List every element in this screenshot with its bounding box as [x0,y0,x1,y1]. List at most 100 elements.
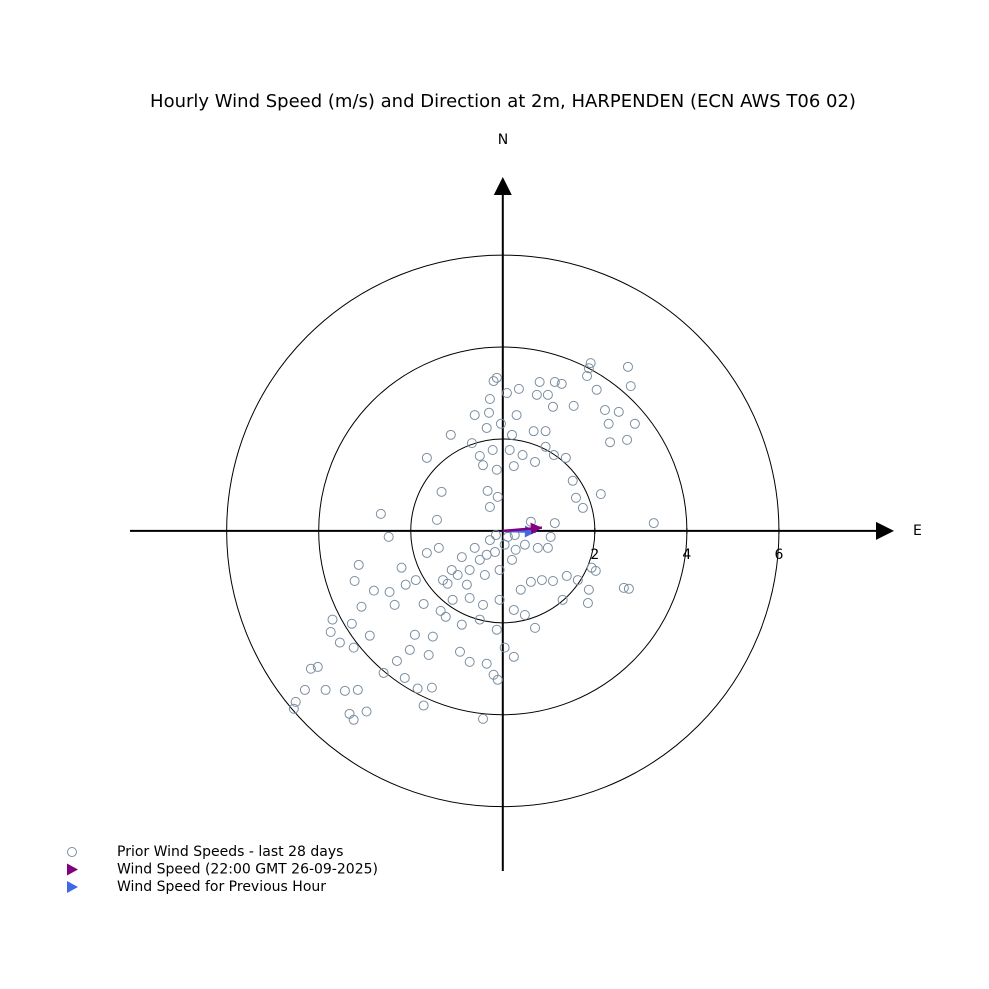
wind-point [490,530,501,541]
wind-point [305,663,316,674]
wind-point [534,376,545,387]
wind-point [568,400,579,411]
wind-point [431,514,442,525]
wind-point [290,696,301,707]
wind-point [339,685,350,696]
wind-point [507,554,517,565]
wind-point [599,405,610,416]
chart-title: Hourly Wind Speed (m/s) and Direction at… [150,91,856,112]
wind-point [508,604,519,615]
wind-point [418,598,429,609]
x-tick-label: 6 [774,547,783,563]
wind-point [446,564,457,575]
wind-point [542,389,553,400]
wind-point [427,631,438,642]
x-axis-arrow [876,521,894,540]
wind-point [531,389,542,400]
wind-point [481,549,492,560]
wind-point [547,575,558,586]
wind-point [478,460,489,471]
wind-point [404,644,415,655]
legend-marker [67,881,78,893]
wind-point [536,575,547,586]
wind-point [492,674,503,685]
wind-point [484,535,495,546]
wind-point [383,531,394,542]
legend-marker [67,847,77,857]
wind-point [548,450,559,461]
wind-point [299,684,310,695]
wind-point [488,376,499,387]
legend-label: Wind Speed (22:00 GMT 26-09-2025) [117,862,378,878]
wind-point [618,582,629,593]
wind-point [352,684,363,695]
arrow-head [530,522,542,535]
wind-point [583,584,594,595]
wind-point [288,703,299,714]
wind-point [622,361,633,372]
wind-point [469,410,480,421]
wind-point [502,531,513,542]
wind-point [348,642,359,653]
wind-point [312,661,323,672]
wind-point [525,576,536,587]
wind-point [595,489,606,500]
wind-point [481,422,492,433]
wind-point [530,456,541,467]
wind-point [530,622,541,633]
wind-point [585,358,596,369]
wind-point [504,445,515,456]
wind-point [484,393,495,404]
wind-point [375,508,386,519]
wind-point [481,658,492,669]
wind-point [556,378,567,389]
wind-point [474,554,485,565]
wind-point [384,587,395,598]
wind-point [613,406,624,417]
wind-point [436,486,447,497]
wind-point [464,656,475,667]
wind-point [437,575,448,586]
wind-point [582,598,593,609]
wind-point [629,418,640,429]
wind-point [327,614,338,625]
wind-point [464,564,475,575]
wind-point [478,713,489,724]
wind-point [508,651,519,662]
wind-point [591,384,602,395]
wind-point [423,649,434,660]
y-axis-arrow [493,177,512,195]
wind-point [435,605,446,616]
wind-point [487,445,498,456]
wind-point [622,434,633,445]
wind-point [452,570,463,581]
wind-point [412,683,423,694]
wind-point [353,559,364,570]
wind-point [515,584,526,595]
legend-label: Prior Wind Speeds - last 28 days [117,844,343,860]
wind-point [456,552,467,563]
wind-point [479,570,490,581]
wind-point [445,429,456,440]
wind-point [519,539,530,550]
wind-point [625,381,636,392]
wind-point [469,542,480,553]
wind-point [368,585,379,596]
wind-point [510,544,521,555]
wind-point [549,376,560,387]
wind-point [461,579,472,590]
wind-point [474,614,485,625]
wind-arrow [502,522,543,535]
legend-marker [67,863,78,876]
x-tick-label: 4 [682,547,691,563]
wind-point [482,485,493,496]
wind-point [356,601,367,612]
wind-point [623,583,634,594]
wind-point [561,570,572,581]
wind-point [549,518,560,529]
wind-point [542,542,553,553]
wind-point [454,646,465,657]
legend-label: Wind Speed for Previous Hour [117,879,326,895]
wind-point [508,461,519,472]
wind-point [572,575,583,586]
